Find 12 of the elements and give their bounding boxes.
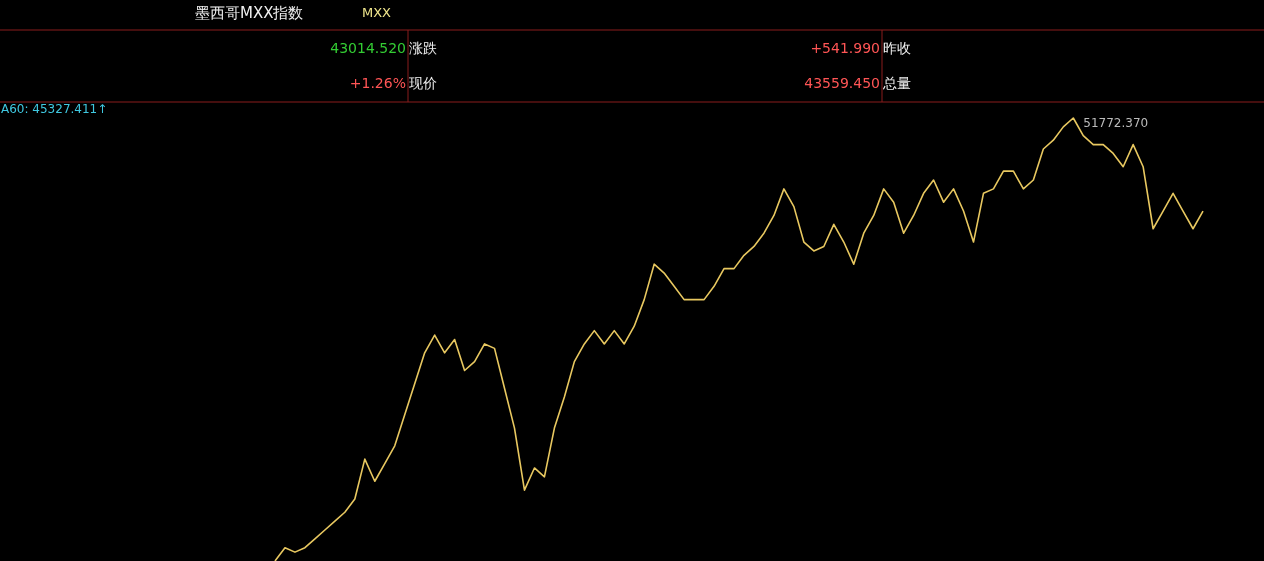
text: A60: 45327.411↑ [1, 102, 108, 116]
text: 43559.450 [804, 75, 880, 91]
text: 总量 [882, 75, 911, 91]
text: 昨收 [883, 40, 911, 56]
chart-subtitle: MXX [362, 5, 392, 20]
text: +541.990 [810, 40, 880, 56]
text: 43014.520 [330, 40, 406, 56]
chart-title: 墨西哥MXX指数 [195, 4, 304, 22]
text: +1.26% [349, 75, 406, 91]
text: 现价 [409, 75, 437, 91]
annotation: 51772.370 [1083, 116, 1149, 130]
text: 涨跌 [409, 40, 437, 56]
